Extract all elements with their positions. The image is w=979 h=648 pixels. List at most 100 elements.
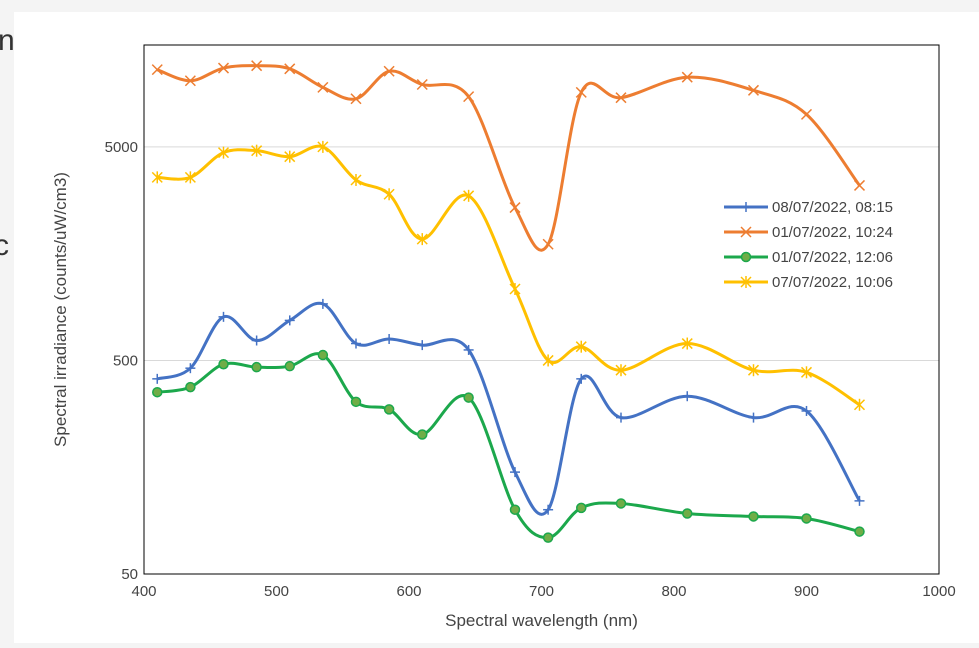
data-point [509,504,521,515]
data-point [463,189,475,202]
data-point [681,71,693,83]
data-point [801,405,812,416]
data-point [151,171,163,184]
data-point [184,75,196,87]
x-tick-label: 700 [529,583,554,600]
data-point [317,298,328,309]
legend-marker [740,226,752,238]
data-point [854,495,865,506]
data-point [681,337,693,350]
data-point [463,344,474,355]
legend-item: 01/07/2022, 10:24 [724,224,893,241]
data-point [543,504,554,515]
y-tick-label: 500 [113,352,138,369]
data-point [251,361,262,373]
x-tick-label: 500 [264,583,289,600]
data-point [575,86,587,98]
data-point [854,526,865,537]
data-point [218,311,229,322]
series-4 [151,140,866,411]
data-point [251,60,263,72]
data-point [853,398,866,411]
slide-text-fragment: c [0,229,9,262]
legend-item: 01/07/2022, 12:06 [724,249,893,266]
data-point [682,508,693,519]
tick-labels: 400 500 600 700 800 900 1000 50 500 5000 [105,139,956,600]
slide-text-fragment: n [0,24,15,57]
data-point [350,93,362,105]
data-point [576,502,587,514]
data-point [416,233,428,246]
data-point [463,91,475,103]
data-point [152,373,163,384]
data-point [383,65,395,77]
series-line [156,64,861,252]
data-point [351,338,361,349]
data-point [510,467,520,478]
series-line [157,352,860,540]
legend-marker [740,251,752,263]
legend-item: 08/07/2022, 08:15 [724,199,893,216]
data-point [616,412,626,423]
data-point [747,364,760,377]
series-line [156,301,861,516]
data-point [151,64,163,76]
data-point [284,150,296,163]
data-point [217,146,230,159]
data-point [251,144,263,157]
x-tick-label: 400 [131,583,156,600]
legend-label: 01/07/2022, 12:06 [772,249,893,266]
gridlines [144,146,939,361]
y-tick-label: 5000 [105,139,138,156]
legend-marker [740,276,752,288]
data-point [350,173,362,186]
data-point [284,315,295,326]
data-point [284,63,296,75]
data-point [509,283,521,296]
series-group [151,60,866,543]
data-point [463,392,474,403]
y-axis-label: Spectral irradiance (counts/uW/cm3) [51,172,70,447]
data-point [350,396,362,408]
data-point [509,202,521,214]
series-1 [152,298,865,516]
data-point [383,188,395,201]
data-point [615,498,627,509]
data-point [682,391,693,402]
data-point [853,179,866,191]
data-point [748,511,759,522]
axes [143,44,940,575]
series-2 [151,60,866,252]
legend-label: 01/07/2022, 10:24 [772,224,893,241]
data-point [748,412,759,423]
legend-item: 07/07/2022, 10:06 [724,274,893,291]
data-point [542,354,554,367]
data-point [218,358,229,370]
data-point [383,404,395,415]
data-point [801,513,812,524]
x-tick-label: 600 [396,583,421,600]
x-axis-label: Spectral wavelength (nm) [445,611,638,630]
data-point [251,335,262,346]
data-point [615,364,627,377]
data-point [542,238,554,250]
data-point [284,360,295,372]
data-point [615,92,627,104]
legend-label: 07/07/2022, 10:06 [772,274,893,291]
data-point [416,78,428,91]
y-tick-label: 50 [121,566,138,583]
data-point [747,84,760,96]
data-point [185,381,196,393]
x-tick-label: 1000 [922,583,955,600]
data-point [152,386,163,398]
data-point [575,340,587,353]
data-point [800,108,813,120]
data-point [576,373,587,384]
data-point [800,366,813,379]
data-point [317,81,329,93]
plot-border [143,44,940,575]
legend: 08/07/2022, 08:15 01/07/2022, 10:24 01/07/… [724,199,893,291]
data-point [542,532,554,543]
series-3 [152,349,865,543]
